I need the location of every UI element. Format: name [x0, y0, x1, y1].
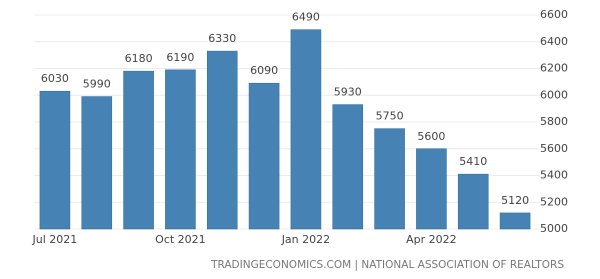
y-tick-label: 5000 [540, 222, 568, 235]
bar [416, 148, 447, 230]
value-label: 5930 [334, 86, 362, 99]
value-label: 5120 [501, 194, 529, 207]
bar [332, 104, 364, 230]
x-tick-label: Oct 2021 [155, 233, 206, 246]
bar [39, 90, 71, 230]
x-tick-label: Apr 2022 [406, 233, 457, 246]
y-tick-label: 5200 [540, 195, 568, 208]
value-label: 5750 [376, 110, 404, 123]
value-label: 6090 [250, 64, 278, 77]
value-label: 5410 [459, 155, 487, 168]
y-tick-label: 6200 [540, 62, 568, 75]
source: TRADINGECONOMICS.COM | NATIONAL ASSOCIAT… [210, 259, 564, 271]
y-tick-label: 6400 [540, 35, 568, 48]
value-label: 5600 [417, 130, 445, 143]
value-label: 6190 [166, 51, 194, 64]
value-label: 6330 [208, 32, 236, 45]
y-tick-label: 5800 [540, 115, 568, 128]
bar [290, 29, 322, 230]
bar [248, 82, 280, 230]
y-tick-label: 6000 [540, 88, 568, 101]
value-label: 6180 [125, 52, 153, 65]
value-label: 6490 [292, 11, 320, 24]
bar [374, 128, 405, 230]
bar [165, 69, 196, 230]
bar [123, 70, 154, 230]
y-tick-label: 5600 [540, 142, 568, 155]
y-tick-label: 5400 [540, 169, 568, 182]
bar [457, 173, 489, 230]
y-tick-label: 6600 [540, 8, 568, 21]
value-label: 5990 [83, 78, 111, 91]
bar [81, 96, 113, 230]
bar [499, 212, 531, 230]
x-tick-label: Jan 2022 [281, 233, 330, 246]
value-label: 6030 [41, 72, 69, 85]
x-tick-label: Jul 2021 [32, 233, 78, 246]
bar [206, 50, 238, 230]
